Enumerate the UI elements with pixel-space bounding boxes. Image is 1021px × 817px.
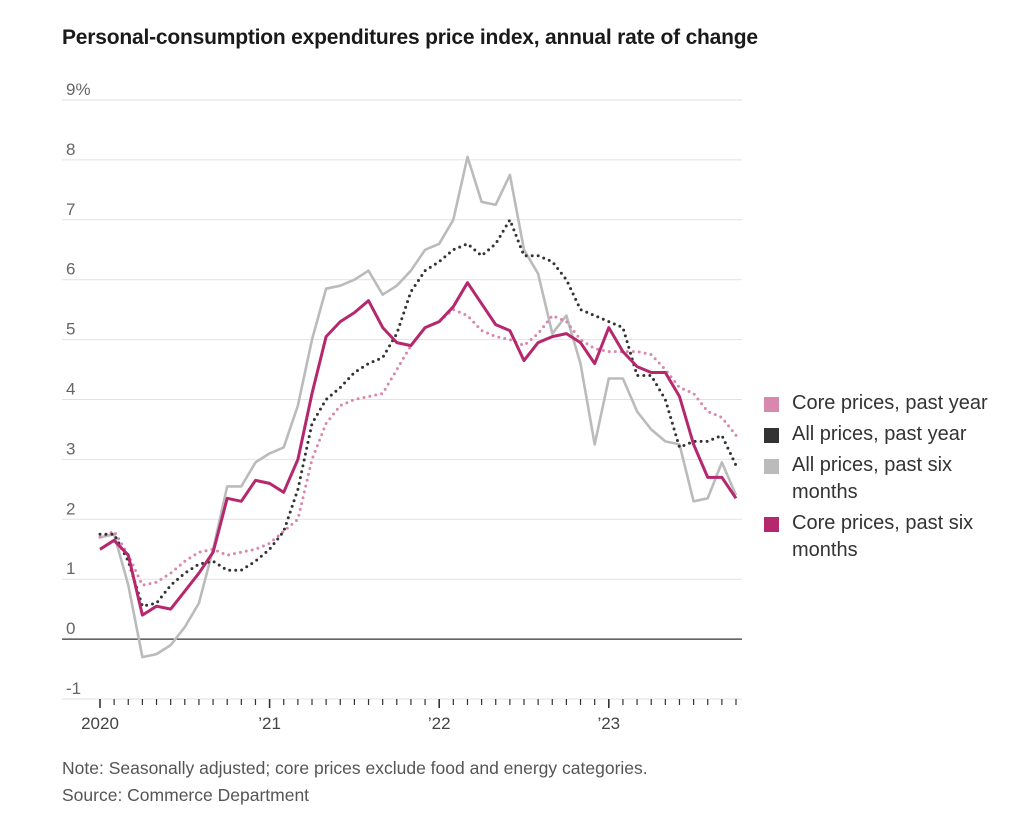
legend-swatch-core-past-year bbox=[764, 397, 779, 412]
x-tick-label: ’22 bbox=[428, 714, 451, 733]
y-tick-label: 8 bbox=[66, 140, 75, 159]
legend-label: Core prices, past six months bbox=[792, 512, 974, 561]
y-tick-label: 5 bbox=[66, 320, 75, 339]
y-tick-label: 1 bbox=[66, 559, 75, 578]
y-tick-label: 0 bbox=[66, 619, 75, 638]
legend-swatch-core-past-six-months bbox=[764, 517, 779, 532]
y-tick-label: 2 bbox=[66, 499, 75, 518]
y-tick-label: 4 bbox=[66, 380, 75, 399]
legend-item-all-past-year: All prices, past year bbox=[764, 421, 1014, 448]
legend-swatch-all-past-six-months bbox=[764, 459, 779, 474]
legend-label: All prices, past year bbox=[792, 423, 967, 445]
x-tick-label: ’23 bbox=[597, 714, 620, 733]
legend-label: All prices, past six months bbox=[792, 454, 953, 503]
y-tick-label: 3 bbox=[66, 439, 75, 458]
series-line-core-prices-past-year bbox=[98, 308, 738, 587]
legend-label: Core prices, past year bbox=[792, 392, 988, 414]
source-text: Source: Commerce Department bbox=[62, 785, 310, 805]
chart-title: Personal-consumption expenditures price … bbox=[62, 26, 758, 49]
y-tick-label: -1 bbox=[66, 679, 81, 698]
series-line-all-prices-past-year bbox=[98, 218, 738, 608]
x-tick-label: 2020 bbox=[81, 714, 119, 733]
legend-swatch-all-past-year bbox=[764, 428, 779, 443]
series-line-all-prices-past-six-months bbox=[99, 155, 738, 659]
y-tick-label: 9% bbox=[66, 80, 91, 99]
legend: Core prices, past year All prices, past … bbox=[764, 390, 1014, 568]
legend-item-all-past-six-months: All prices, past six months bbox=[764, 452, 1014, 506]
x-tick-label: ’21 bbox=[258, 714, 281, 733]
legend-item-core-past-year: Core prices, past year bbox=[764, 390, 1014, 417]
note-text: Note: Seasonally adjusted; core prices e… bbox=[62, 758, 648, 778]
y-tick-label: 6 bbox=[66, 260, 75, 279]
legend-item-core-past-six-months: Core prices, past six months bbox=[764, 510, 1014, 564]
series-line-core-prices-past-six-months bbox=[99, 281, 738, 617]
y-tick-label: 7 bbox=[66, 200, 75, 219]
footnote: Note: Seasonally adjusted; core prices e… bbox=[62, 755, 648, 809]
